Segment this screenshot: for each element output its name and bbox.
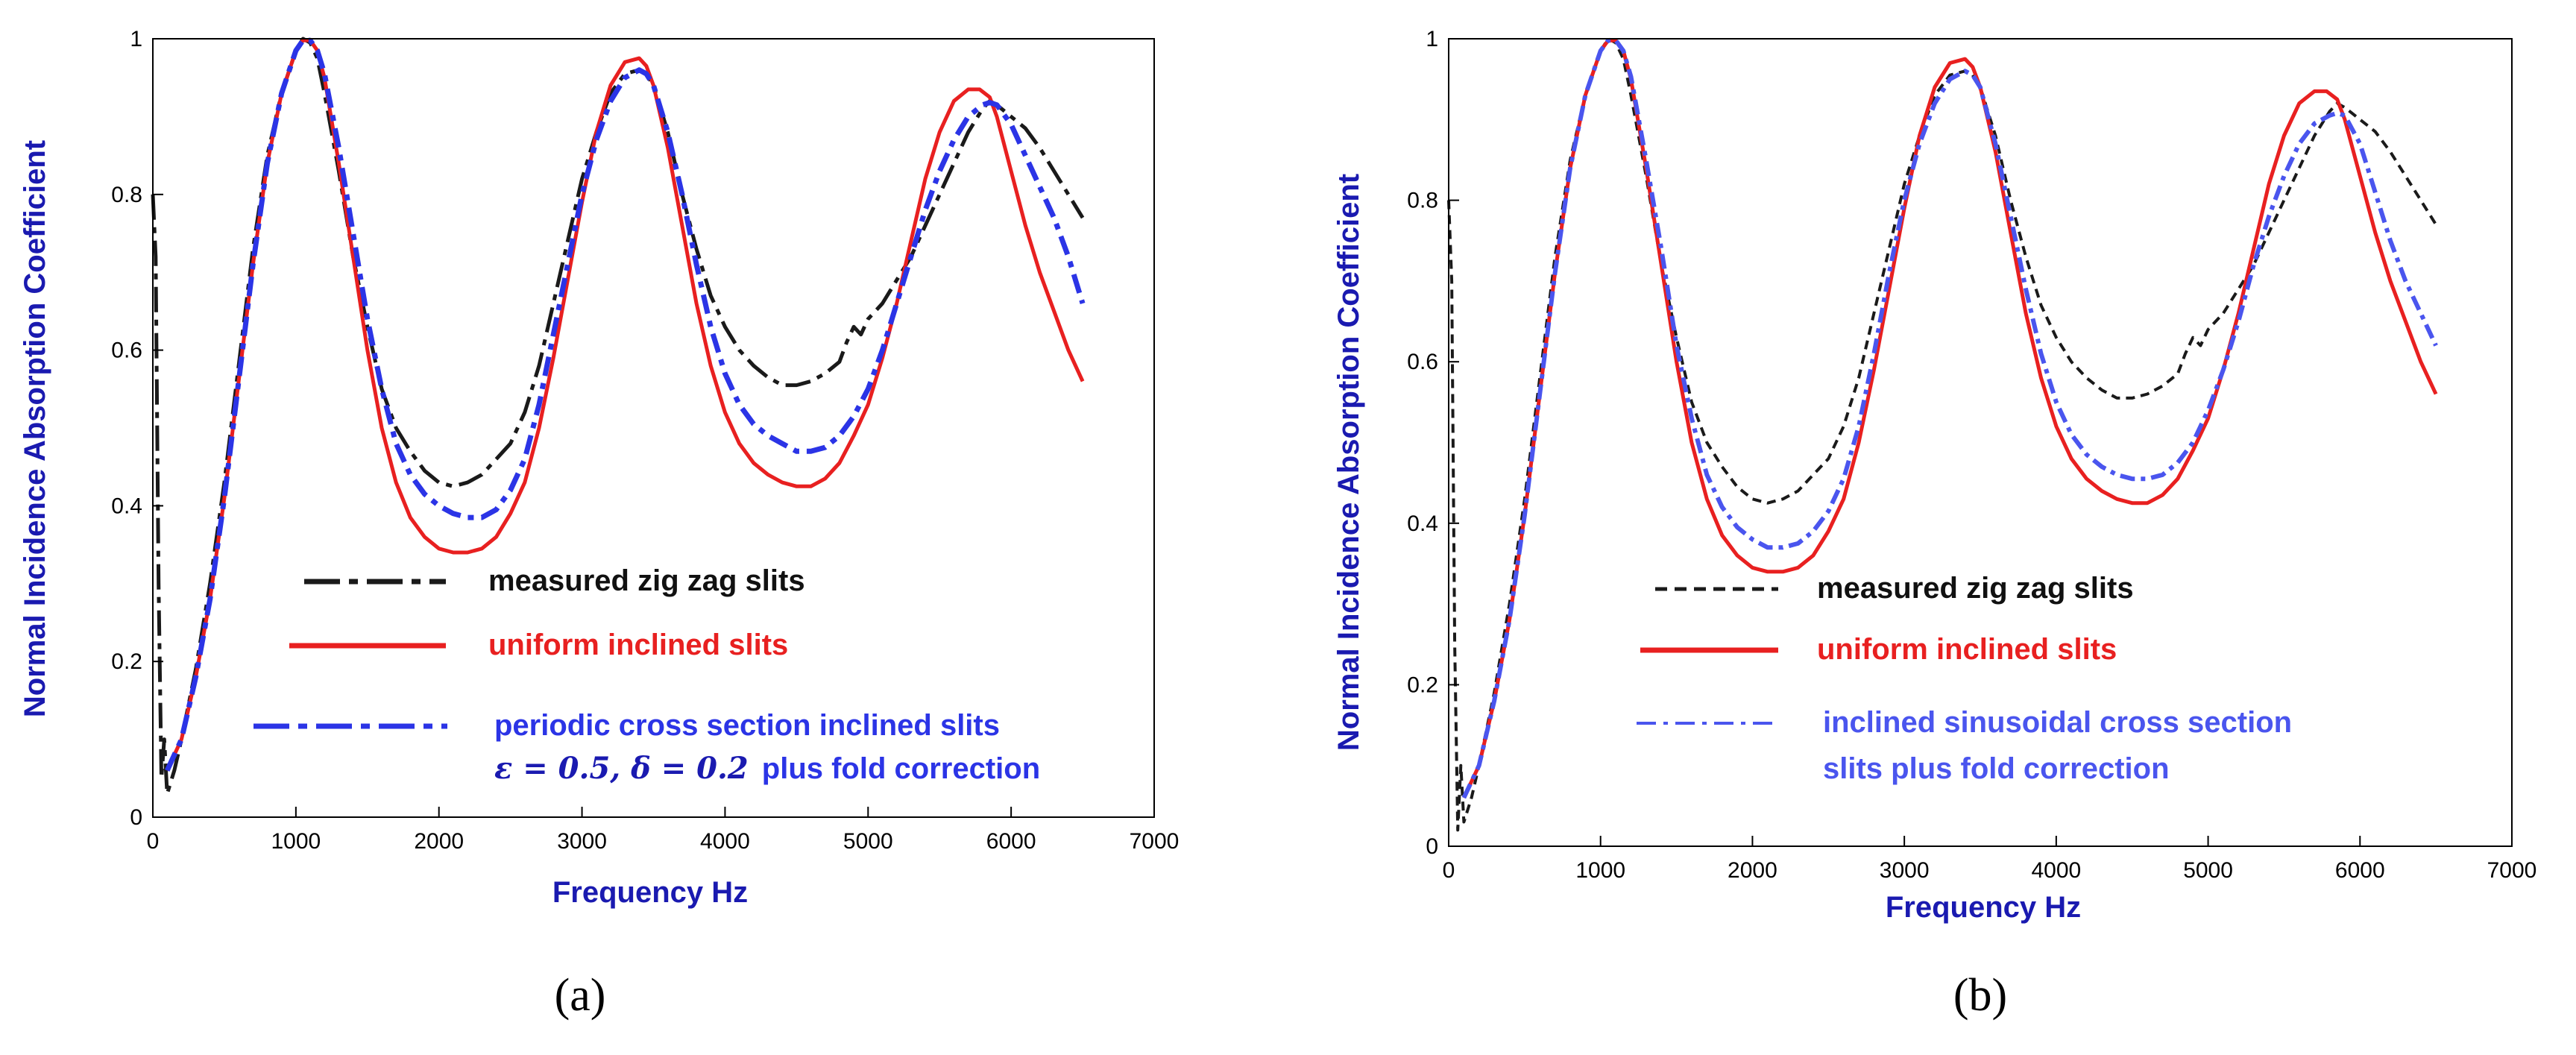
y-tick-label: 0.4 [1407,511,1438,536]
y-tick-label: 1 [130,27,142,51]
panel-label-b: (b) [1953,970,2007,1021]
plot-frame-a [152,38,1155,818]
y-tick-label: 0.6 [111,338,142,363]
x-ticks-a: 0 1000 2000 3000 4000 5000 6000 7000 [147,807,1180,854]
panel-label-a: (a) [555,970,606,1021]
chart-panel-b: 0 0.2 0.4 0.6 0.8 1 0 1000 2000 3000 4000 5000 6000… [1332,27,2536,1021]
x-tick-label: 2000 [414,829,464,854]
plot-area-a [151,37,1086,796]
y-tick-label: 0.2 [1407,673,1438,697]
x-tick-label: 2000 [1728,858,1777,883]
plot-area-b [1447,37,2438,832]
x-tick-label: 3000 [557,829,607,854]
legend-label-measured-a: measured zig zag slits [488,564,805,597]
y-tick-label: 0 [1426,834,1438,859]
legend-label-sinusoidal-b: inclined sinusoidal cross section [1823,706,2292,739]
x-tick-label: 0 [147,829,160,854]
series-line-a-1 [151,37,1085,796]
y-tick-label: 0.2 [111,649,142,674]
x-tick-label: 4000 [700,829,750,854]
y-axis-label-b: Normal Incidence Absorption Coefficient [1332,174,1365,751]
chart-panel-a: 0 0.2 0.4 0.6 0.8 1 0 1000 2000 3000 4000 5000 6000… [19,27,1179,1021]
plot-frame-b [1448,38,2513,847]
legend-label-uniform-b: uniform inclined slits [1817,633,2117,666]
legend-label-uniform-a: uniform inclined slits [488,629,788,661]
x-tick-label: 6000 [986,829,1036,854]
legend-label-params-a: ε = 0.5, δ = 0.2 plus fold correction [494,751,1040,786]
y-tick-label: 0.8 [111,183,142,207]
series-line-b-3 [1461,38,2438,799]
y-tick-label: 0.4 [111,494,142,518]
x-tick-label: 5000 [2183,858,2233,883]
legend-label-measured-b: measured zig zag slits [1817,572,2134,605]
x-tick-label: 7000 [2487,858,2537,883]
x-axis-label-a: Frequency Hz [552,876,748,909]
legend-label-fold-b: slits plus fold correction [1823,752,2170,785]
legend-a: measured zig zag slits uniform inclined … [253,564,1040,786]
x-tick-label: 1000 [271,829,321,854]
series-line-a-3 [165,37,1086,772]
x-axis-label-b: Frequency Hz [1886,891,2081,924]
x-ticks-b: 0 1000 2000 3000 4000 5000 6000 7000 [1443,836,2537,883]
legend-math-epsilon-delta: ε = 0.5, δ = 0.2 [494,751,749,786]
y-axis-label-a: Normal Incidence Absorption Coefficient [19,140,51,717]
y-ticks-a: 0 0.2 0.4 0.6 0.8 1 [111,27,163,830]
y-ticks-b: 0 0.2 0.4 0.6 0.8 1 [1407,27,1459,859]
y-tick-label: 1 [1426,27,1438,51]
x-tick-label: 7000 [1130,829,1180,854]
y-tick-label: 0 [130,805,142,830]
x-tick-label: 0 [1443,858,1455,883]
y-tick-label: 0.6 [1407,350,1438,374]
x-tick-label: 4000 [2031,858,2081,883]
legend-b: measured zig zag slits uniform inclined … [1637,572,2292,785]
x-tick-label: 1000 [1575,858,1625,883]
series-line-b-2 [1462,38,2438,799]
y-tick-label: 0.8 [1407,189,1438,213]
x-tick-label: 3000 [1880,858,1930,883]
x-tick-label: 5000 [843,829,893,854]
legend-label-periodic-a: periodic cross section inclined slits [494,709,1000,742]
x-tick-label: 6000 [2335,858,2385,883]
legend-label-fold-a: plus fold correction [762,752,1040,785]
